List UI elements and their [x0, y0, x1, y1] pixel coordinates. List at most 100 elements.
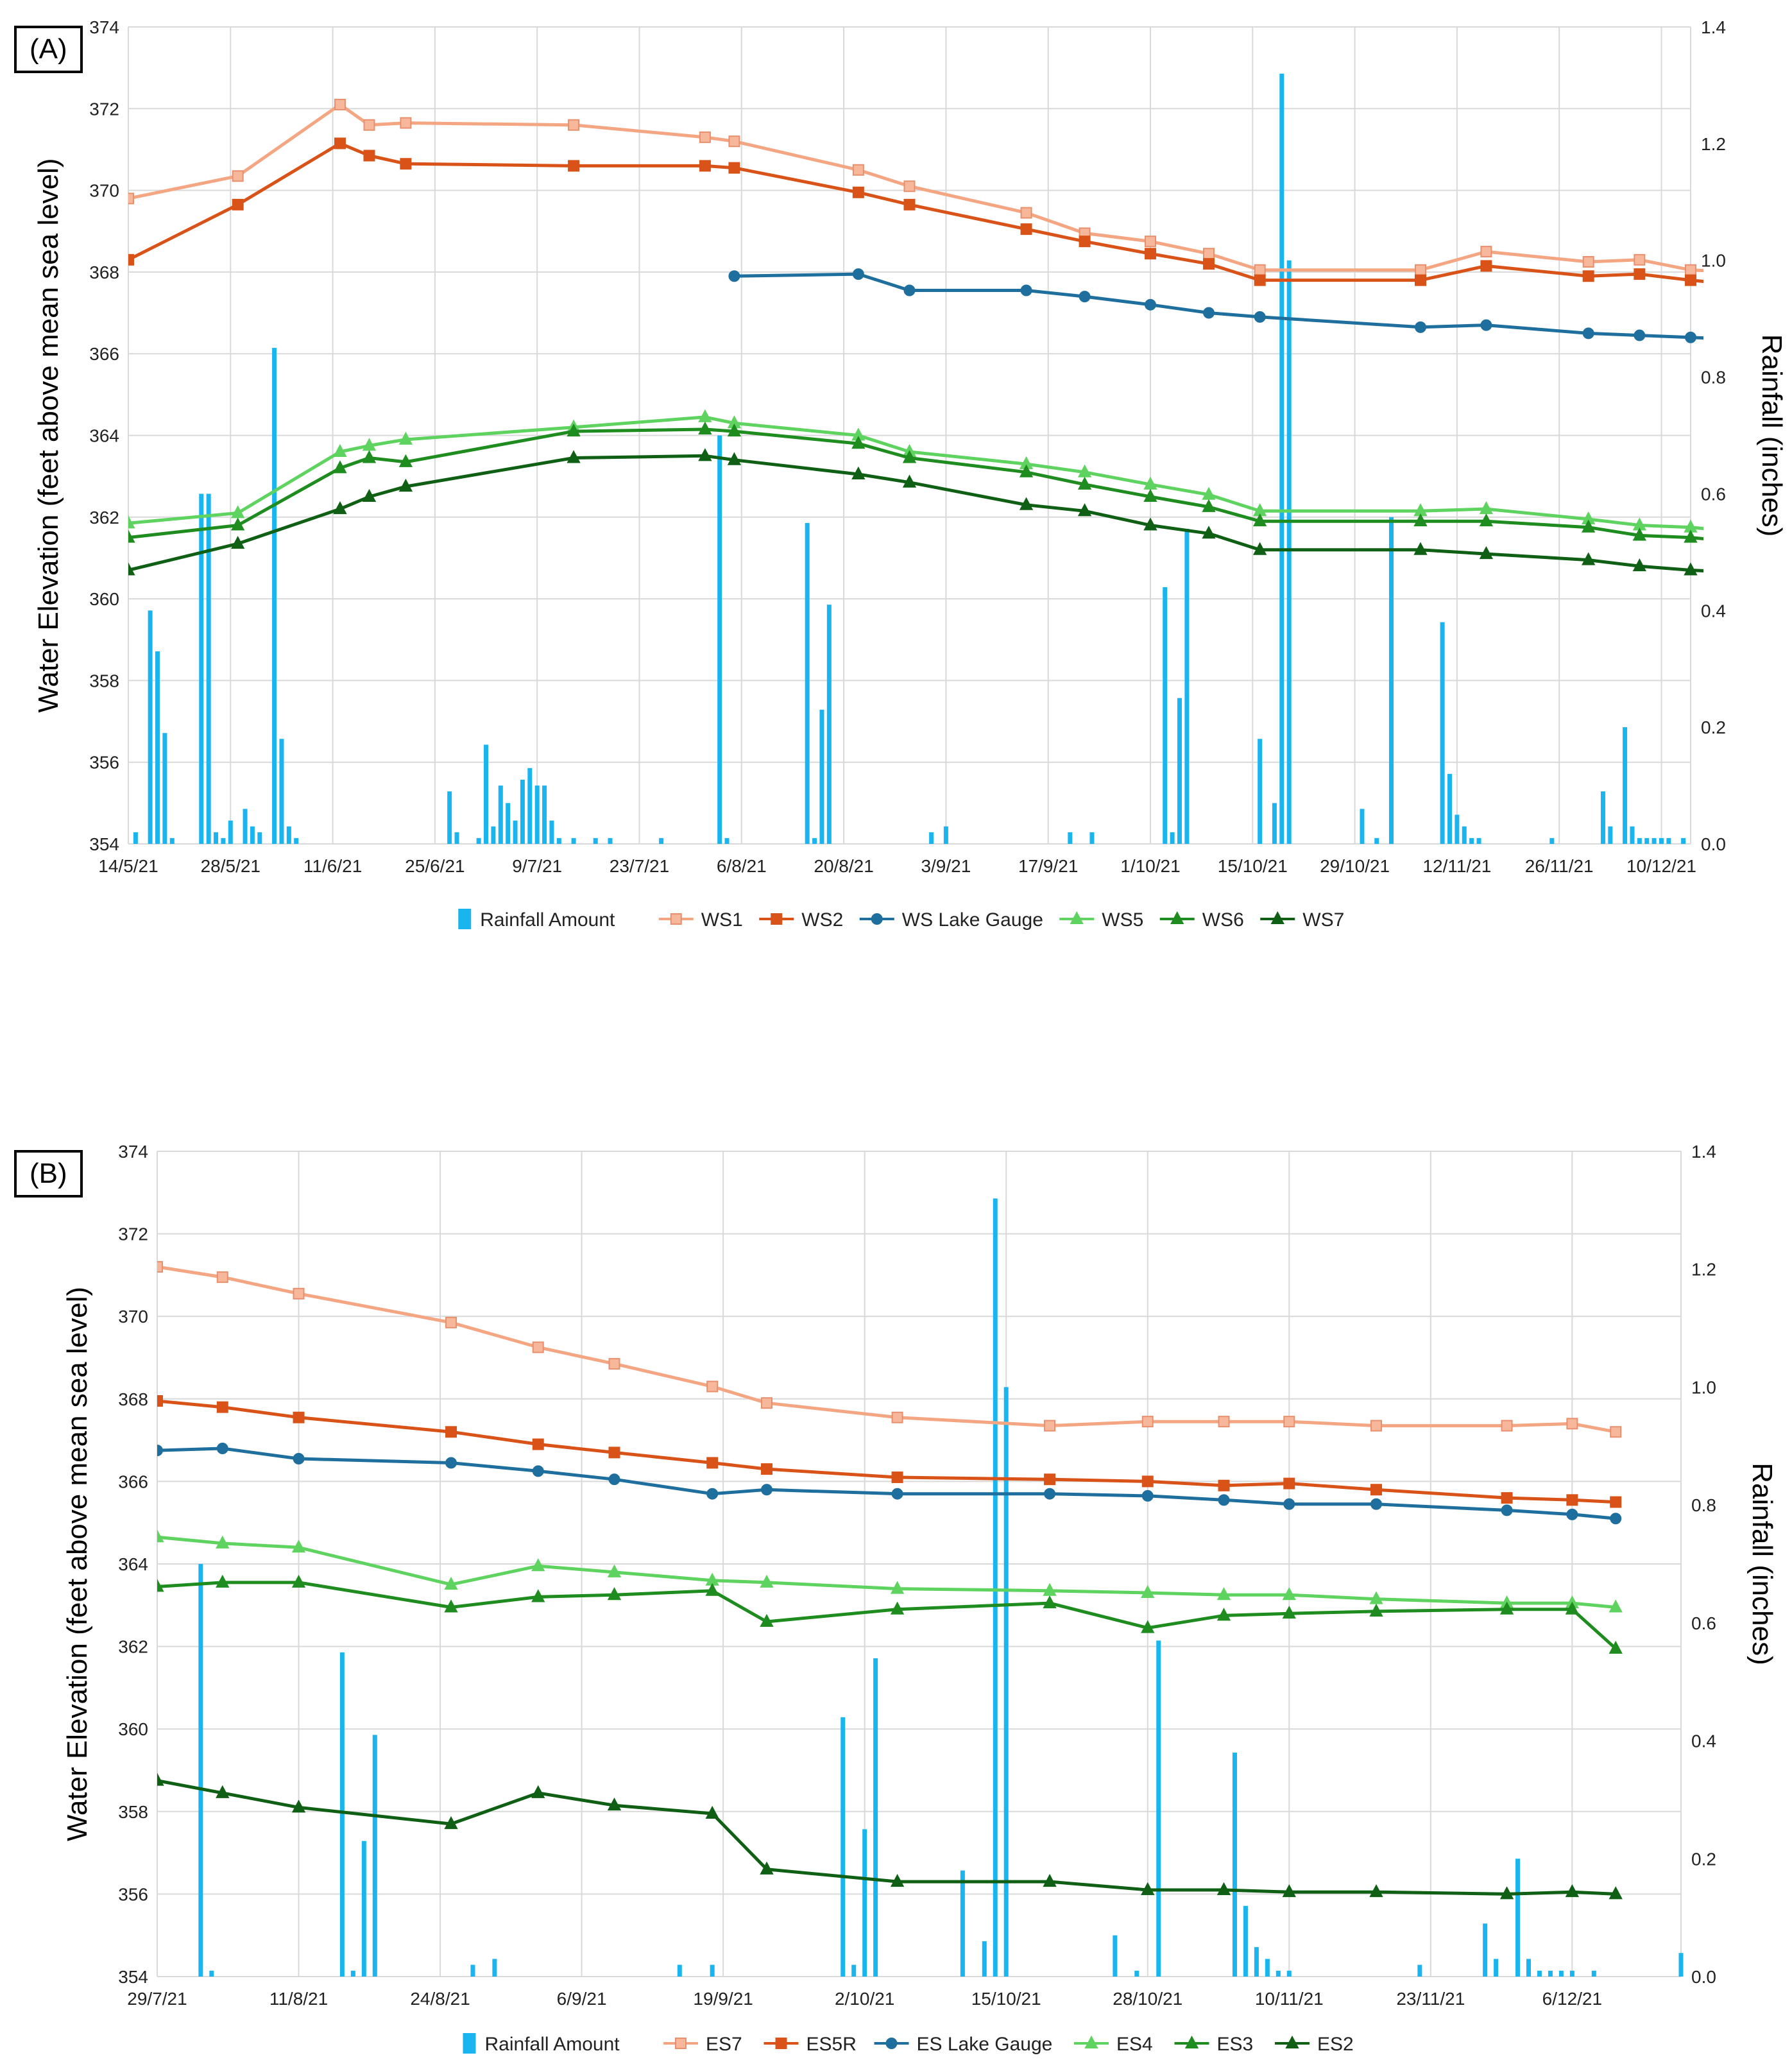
data-point: [1043, 1873, 1057, 1887]
y-tick-label: 374: [89, 17, 119, 37]
data-point: [1143, 488, 1157, 502]
rainfall-bar: [1549, 837, 1555, 844]
rainfall-bar: [1243, 1905, 1248, 1977]
data-point: [1413, 513, 1428, 527]
data-point: [1479, 513, 1494, 527]
data-point: [216, 1535, 230, 1549]
rainfall-bars: [198, 1198, 1684, 1977]
panel-label-a: (A): [14, 26, 83, 73]
rainfall-bar: [1644, 837, 1650, 844]
rainfall-bar: [221, 837, 226, 844]
data-point: [608, 1358, 620, 1370]
data-point: [216, 1271, 228, 1283]
data-point: [852, 186, 864, 198]
x-tick-label: 23/7/21: [610, 856, 669, 876]
data-point: [890, 1581, 905, 1594]
rainfall-bar: [1276, 1970, 1281, 1977]
data-point: [231, 517, 245, 531]
rainfall-bar: [148, 610, 153, 844]
rainfall-bar: [476, 837, 481, 844]
data-point: [851, 466, 866, 479]
legend-item: Rainfall Amount: [463, 2033, 620, 2055]
data-point: [532, 1438, 544, 1450]
data-point: [1369, 1603, 1383, 1617]
legend-marker: [1170, 911, 1184, 924]
data-point: [1202, 526, 1216, 539]
data-point: [1203, 248, 1215, 260]
data-point: [891, 1471, 903, 1483]
series-line-ws2: [128, 141, 1703, 283]
data-point: [363, 119, 375, 131]
legend-label: WS5: [1102, 909, 1143, 931]
legend-swatch: [458, 909, 472, 929]
data-point: [1216, 1587, 1231, 1601]
rainfall-bar: [162, 733, 167, 844]
y2-tick-label: 1.4: [1701, 17, 1726, 37]
y2-tick-label: 0.4: [1691, 1731, 1716, 1751]
x-tick-label: 15/10/21: [971, 1989, 1041, 2009]
chart-b-svg: 374 372 370 368 366 364 362 360 358 356 354 1.4 1.2 1…: [62, 1142, 1778, 2055]
legend-label: Rainfall Amount: [480, 909, 615, 931]
y-tick-label: 356: [118, 1884, 148, 1904]
data-point: [293, 1411, 305, 1423]
data-point: [1773, 568, 1784, 579]
data-point: [891, 1411, 903, 1423]
data-point: [1044, 1420, 1056, 1432]
data-point: [1282, 1606, 1296, 1619]
legend-label: WS2: [801, 909, 843, 931]
y2-tick-label: 1.4: [1691, 1142, 1716, 1162]
x-tick-label: 23/11/21: [1396, 1989, 1465, 2009]
data-point: [444, 1816, 458, 1830]
y-tick-label: 372: [89, 99, 119, 119]
legend-marker: [1184, 2035, 1199, 2048]
y2-tick-label: 0.6: [1691, 1613, 1716, 1633]
series-es3: [157, 1574, 1623, 1654]
legend-marker: [1070, 911, 1084, 924]
data-point: [1203, 258, 1215, 270]
rainfall-bar: [1469, 837, 1474, 844]
legend-item: WS Lake Gauge: [859, 909, 1043, 931]
data-point: [728, 135, 740, 148]
rainfall-bar: [862, 1829, 867, 1977]
data-point: [1218, 1494, 1230, 1506]
x-tick-label: 6/12/21: [1542, 1989, 1602, 2009]
rainfall-bar: [534, 786, 540, 844]
data-point: [1609, 1599, 1623, 1613]
data-point: [1501, 1504, 1513, 1516]
data-point: [1216, 1608, 1231, 1621]
data-point: [1773, 539, 1784, 550]
data-point: [1609, 1886, 1623, 1900]
data-point: [157, 1773, 164, 1786]
rainfall-bar: [1537, 1970, 1542, 1977]
data-point: [362, 450, 377, 463]
series-line-es7: [157, 1265, 1616, 1434]
series-line-ws1: [128, 103, 1703, 273]
data-point: [1218, 1416, 1230, 1428]
rainfall-bar: [1265, 1959, 1270, 1977]
legend: Rainfall Amount ES7 ES5R ES Lake Gauge ES4 ES…: [463, 2033, 1354, 2055]
rainfall-bar: [1279, 73, 1284, 844]
y2-tick-label: 0.2: [1691, 1849, 1716, 1869]
data-point: [531, 1785, 545, 1798]
x-tick-label: 19/9/21: [693, 1989, 753, 2009]
data-point: [400, 158, 412, 170]
y-tick-label: 372: [118, 1224, 148, 1244]
data-point: [1369, 1591, 1383, 1604]
rainfall-bar: [1254, 1947, 1259, 1977]
series-es7: [157, 1261, 1622, 1438]
legend-marker: [670, 913, 682, 925]
data-point: [1566, 1418, 1578, 1430]
rainfall-bar: [1608, 826, 1613, 844]
y2-tick-label: 1.0: [1691, 1377, 1716, 1397]
data-point: [1283, 1477, 1295, 1490]
data-point: [1634, 268, 1646, 280]
data-point: [1044, 1473, 1056, 1486]
rainfall-bar: [1232, 1752, 1237, 1977]
data-point: [1582, 552, 1596, 565]
y2-tick-label: 0.0: [1701, 834, 1726, 854]
data-point: [1685, 274, 1696, 286]
data-point: [1143, 517, 1157, 531]
data-point: [698, 448, 712, 461]
rainfall-bar: [608, 837, 613, 844]
data-point: [362, 488, 377, 502]
